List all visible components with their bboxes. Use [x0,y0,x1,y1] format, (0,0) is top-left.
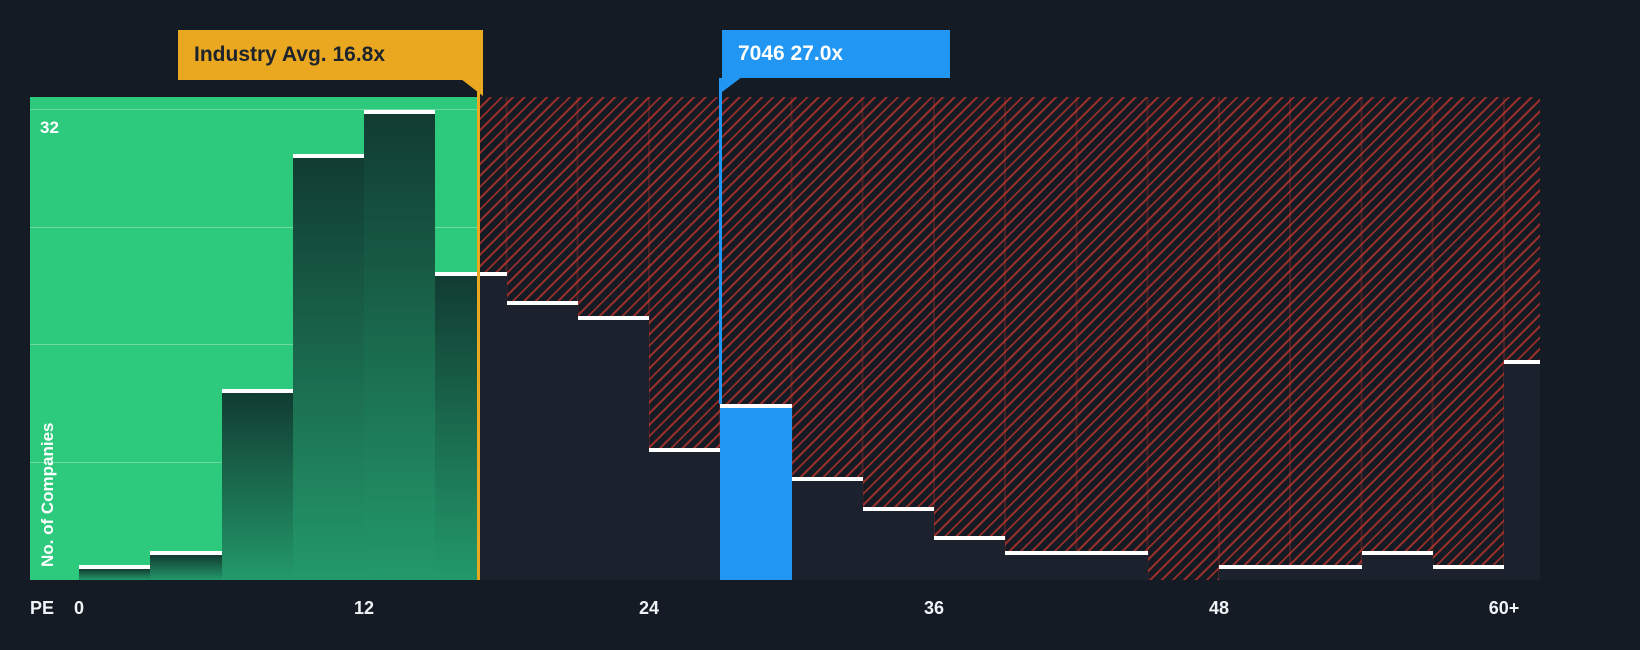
y-gridline-16 [30,344,478,345]
histogram-bar-pe-51-54[interactable] [1290,565,1362,580]
histogram-bar-pe-57-60[interactable] [1432,565,1504,580]
industry-avg-callout-pointer-icon [461,79,483,96]
industry-avg-callout: Industry Avg. 16.8x [178,30,483,80]
histogram-bar-pe-60+[interactable] [1504,359,1540,580]
histogram-bar-pe-33-36[interactable] [862,506,934,580]
x-axis-tick-24: 24 [638,598,660,618]
y-gridline-24 [30,226,478,228]
histogram-bar-pe-30-33[interactable] [791,477,863,580]
y-gridline-32 [30,109,478,110]
histogram-bar-pe-6-9[interactable] [221,389,293,580]
company-callout-pointer-icon [722,77,742,92]
x-axis-tick-12: 12 [353,598,375,618]
histogram-bar-pe-42-45[interactable] [1076,550,1148,580]
histogram-bar-pe-36-39[interactable] [934,535,1006,580]
company-marker-line [718,78,722,404]
y-axis-max-label: 32 [40,118,59,137]
x-axis-tick-48: 48 [1208,598,1230,618]
histogram-bar-pe-12-15[interactable] [364,110,436,580]
histogram-bar-pe-15-18[interactable] [435,271,507,580]
histogram-bar-pe-27-30[interactable] [720,403,792,580]
company-marker-callout: 7046 27.0x [722,30,950,78]
chart-plot-area [30,97,1540,580]
histogram-bar-pe-21-24[interactable] [577,315,649,580]
x-axis-tick-36: 36 [923,598,945,618]
histogram-bar-pe-24-27[interactable] [649,447,721,580]
y-axis-title: No. of Companies [38,422,57,567]
histogram-bar-pe-0-3[interactable] [79,565,151,580]
x-axis-tick-0: 0 [73,598,85,618]
x-axis-unit-label: PE [30,598,55,618]
histogram-bar-pe-48-51[interactable] [1219,565,1291,580]
histogram-bar-pe-54-57[interactable] [1361,550,1433,580]
histogram-bar-pe-39-42[interactable] [1005,550,1077,580]
histogram-bar-pe-18-21[interactable] [506,300,578,580]
histogram-bar-pe-3-6[interactable] [150,550,222,580]
industry-avg-line [476,80,480,580]
x-axis-tick-60+: 60+ [1488,598,1520,618]
histogram-bar-pe-9-12[interactable] [292,154,364,580]
